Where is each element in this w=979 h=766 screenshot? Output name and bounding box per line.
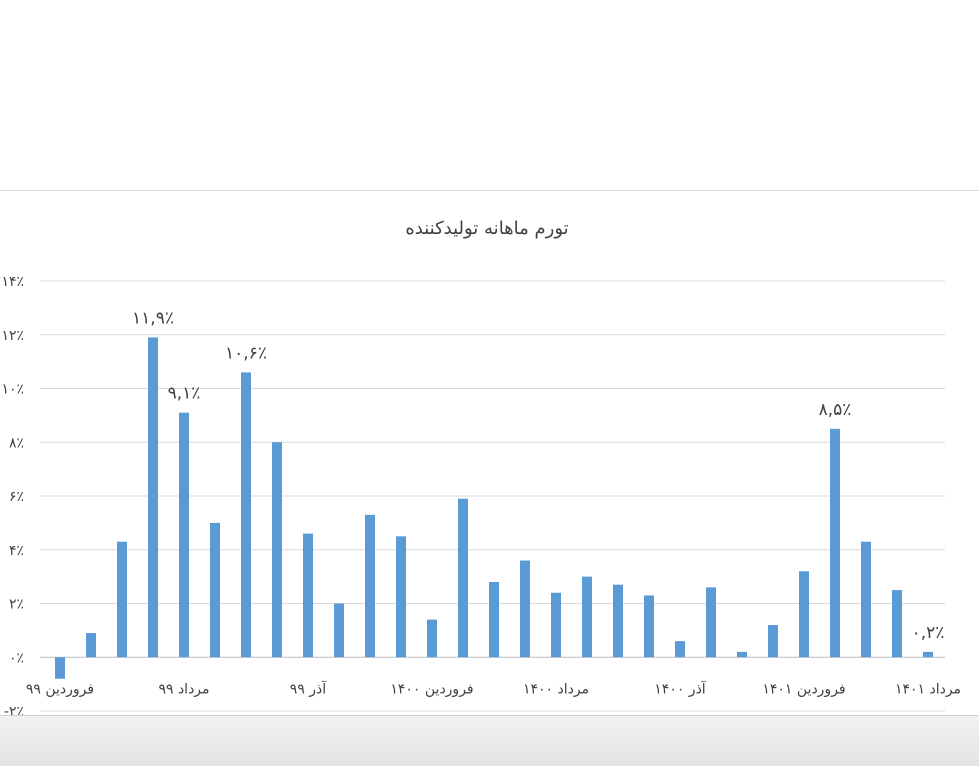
data-label: ۰,۲٪: [912, 623, 945, 643]
bar: [210, 522, 220, 658]
bar: [334, 603, 344, 658]
y-tick-label: ۱۲٪: [1, 328, 24, 344]
category-label: فروردین ۹۹: [26, 681, 94, 697]
chart-canvas: -۲٪ ۰٪ ۲٪ ۴٪ ۶٪ ۸٪ ۱۰٪ ۱۲٪ ۱۴٪ فروردین ۹۹ مرداد ۹…: [1, 218, 961, 716]
data-label: ۸,۵٪: [819, 400, 852, 420]
bar: [830, 428, 840, 658]
y-tick-layer: -۲٪ ۰٪ ۲٪ ۴٪ ۶٪ ۸٪ ۱۰٪ ۱۲٪ ۱۴٪: [1, 274, 24, 716]
bar: [241, 372, 251, 658]
bar: [272, 442, 282, 658]
bar: [365, 514, 375, 658]
bar: [551, 592, 561, 658]
bar: [458, 498, 468, 658]
y-tick-label: ۰٪: [9, 650, 24, 666]
chart-title: تورم ماهانه تولیدکننده: [405, 218, 568, 239]
bottom-strip: [0, 715, 979, 766]
data-label: ۹,۱٪: [168, 384, 201, 404]
y-tick-label: ۶٪: [9, 489, 24, 505]
category-label: مرداد ۹۹: [158, 681, 209, 697]
blank-area: [0, 0, 979, 190]
y-tick-label: -۲٪: [4, 704, 24, 716]
category-label: فروردین ۱۴۰۰: [390, 681, 473, 697]
category-label: آذر ۹۹: [290, 680, 327, 697]
category-label: مرداد ۱۴۰۰: [523, 681, 589, 697]
bar: [706, 587, 716, 658]
bar: [892, 590, 902, 658]
category-label: مرداد ۱۴۰۱: [895, 681, 961, 697]
data-label: ۱۱,۹٪: [132, 308, 174, 328]
bar: [799, 571, 809, 658]
data-label-layer: ۱۱,۹٪ ۹,۱٪ ۱۰,۶٪ ۸,۵٪ ۰,۲٪: [132, 308, 944, 642]
bar: [86, 633, 96, 658]
grid-layer: [40, 280, 945, 712]
y-tick-label: ۱۰٪: [1, 382, 24, 398]
category-label-layer: فروردین ۹۹ مرداد ۹۹ آذر ۹۹ فروردین ۱۴۰۰ مردا…: [26, 680, 961, 697]
category-label: فروردین ۱۴۰۱: [762, 681, 845, 697]
bar: [675, 641, 685, 658]
bar: [303, 533, 313, 658]
bar: [520, 560, 530, 658]
bar: [768, 625, 778, 658]
bar: [148, 337, 158, 658]
bar: [55, 657, 65, 679]
data-label: ۱۰,۶٪: [225, 343, 267, 363]
bar: [737, 651, 747, 658]
y-tick-label: ۲٪: [9, 597, 24, 613]
category-label: آذر ۱۴۰۰: [654, 680, 707, 697]
y-tick-label: ۸٪: [9, 435, 24, 451]
bar: [644, 595, 654, 658]
bar: [427, 619, 437, 658]
bar: [179, 412, 189, 658]
y-tick-label: ۴٪: [9, 543, 24, 559]
bar: [861, 541, 871, 658]
bar: [117, 541, 127, 658]
bar: [582, 576, 592, 658]
bar: [396, 536, 406, 658]
bar: [489, 582, 499, 658]
bar: [923, 651, 933, 658]
bar-layer: [55, 337, 933, 679]
chart-frame: -۲٪ ۰٪ ۲٪ ۴٪ ۶٪ ۸٪ ۱۰٪ ۱۲٪ ۱۴٪ فروردین ۹۹ مرداد ۹…: [0, 190, 979, 716]
bar: [613, 584, 623, 658]
y-tick-label: ۱۴٪: [1, 274, 24, 290]
